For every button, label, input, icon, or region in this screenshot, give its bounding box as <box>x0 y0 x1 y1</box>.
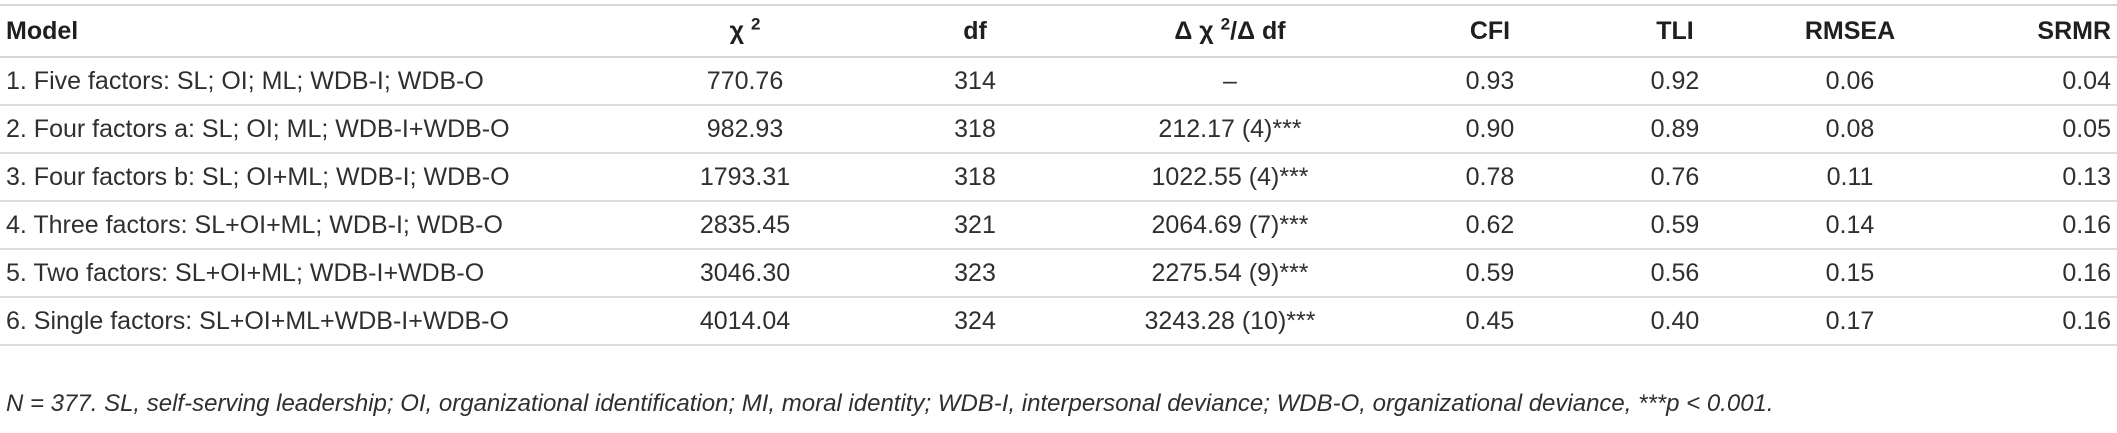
cell-model: 4. Three factors: SL+OI+ML; WDB-I; WDB-O <box>6 210 503 239</box>
cell-df: 321 <box>954 210 996 239</box>
cell-delta: – <box>1223 66 1237 95</box>
cell-srmr: 0.04 <box>2062 66 2111 95</box>
cell-delta: 3243.28 (10)*** <box>1144 306 1316 335</box>
header-tli: TLI <box>1656 16 1694 45</box>
cell-model: 2. Four factors a: SL; OI; ML; WDB-I+WDB… <box>6 114 510 143</box>
cell-tli: 0.59 <box>1650 210 1700 239</box>
cell-df: 323 <box>954 258 996 287</box>
header-rmsea: RMSEA <box>1804 16 1896 45</box>
cell-srmr: 0.16 <box>2062 306 2111 335</box>
cell-chi2: 4014.04 <box>699 306 791 335</box>
cell-tli: 0.76 <box>1650 162 1700 191</box>
cell-delta: 1022.55 (4)*** <box>1151 162 1309 191</box>
cell-model: 5. Two factors: SL+OI+ML; WDB-I+WDB-O <box>6 258 485 287</box>
cell-df: 314 <box>954 66 996 95</box>
cell-delta: 2275.54 (9)*** <box>1151 258 1309 287</box>
cell-tli: 0.92 <box>1650 66 1700 95</box>
cell-rmsea: 0.17 <box>1825 306 1875 335</box>
table-row: 5. Two factors: SL+OI+ML; WDB-I+WDB-O 30… <box>0 249 2117 297</box>
cell-chi2: 1793.31 <box>699 162 791 191</box>
table-row: 2. Four factors a: SL; OI; ML; WDB-I+WDB… <box>0 105 2117 153</box>
cell-rmsea: 0.15 <box>1825 258 1875 287</box>
table-footnote: N = 377. SL, self-serving leadership; OI… <box>6 390 1774 417</box>
cell-rmsea: 0.08 <box>1825 114 1875 143</box>
header-row: Model χ 2 df Δ χ 2/Δ df CFI TLI RMSEA SR… <box>0 5 2117 57</box>
cell-df: 318 <box>954 114 996 143</box>
cell-chi2: 770.76 <box>706 66 784 95</box>
cell-delta: 2064.69 (7)*** <box>1151 210 1309 239</box>
cell-chi2: 982.93 <box>706 114 784 143</box>
table-row: 1. Five factors: SL; OI; ML; WDB-I; WDB-… <box>0 57 2117 105</box>
cell-cfi: 0.62 <box>1465 210 1515 239</box>
cell-srmr: 0.13 <box>2062 162 2111 191</box>
cell-rmsea: 0.11 <box>1826 162 1874 191</box>
cell-model: 6. Single factors: SL+OI+ML+WDB-I+WDB-O <box>6 306 509 335</box>
cell-srmr: 0.16 <box>2062 210 2111 239</box>
cell-rmsea: 0.06 <box>1825 66 1875 95</box>
cell-rmsea: 0.14 <box>1825 210 1875 239</box>
cell-cfi: 0.78 <box>1465 162 1515 191</box>
header-delta-chi-square: Δ χ 2/Δ df <box>1174 14 1286 45</box>
header-model: Model <box>6 16 79 45</box>
cell-df: 324 <box>954 306 996 335</box>
header-chi-square: χ 2 <box>729 14 761 45</box>
cell-cfi: 0.45 <box>1465 306 1515 335</box>
header-srmr: SRMR <box>2037 16 2111 45</box>
cell-cfi: 0.93 <box>1465 66 1515 95</box>
cell-chi2: 3046.30 <box>699 258 791 287</box>
cell-srmr: 0.05 <box>2062 114 2111 143</box>
header-df: df <box>963 16 987 45</box>
cell-chi2: 2835.45 <box>699 210 791 239</box>
cell-model: 3. Four factors b: SL; OI+ML; WDB-I; WDB… <box>6 162 510 191</box>
cell-srmr: 0.16 <box>2062 258 2111 287</box>
cell-model: 1. Five factors: SL; OI; ML; WDB-I; WDB-… <box>6 66 484 95</box>
table-row: 3. Four factors b: SL; OI+ML; WDB-I; WDB… <box>0 153 2117 201</box>
cell-delta: 212.17 (4)*** <box>1158 114 1302 143</box>
header-cfi: CFI <box>1469 16 1511 45</box>
table-row: 6. Single factors: SL+OI+ML+WDB-I+WDB-O … <box>0 297 2117 345</box>
cell-cfi: 0.90 <box>1465 114 1515 143</box>
table-row: 4. Three factors: SL+OI+ML; WDB-I; WDB-O… <box>0 201 2117 249</box>
cell-tli: 0.56 <box>1650 258 1700 287</box>
cell-df: 318 <box>954 162 996 191</box>
model-comparison-table: Model χ 2 df Δ χ 2/Δ df CFI TLI RMSEA SR… <box>0 4 2117 346</box>
cell-tli: 0.40 <box>1650 306 1700 335</box>
cell-tli: 0.89 <box>1650 114 1700 143</box>
cell-cfi: 0.59 <box>1465 258 1515 287</box>
